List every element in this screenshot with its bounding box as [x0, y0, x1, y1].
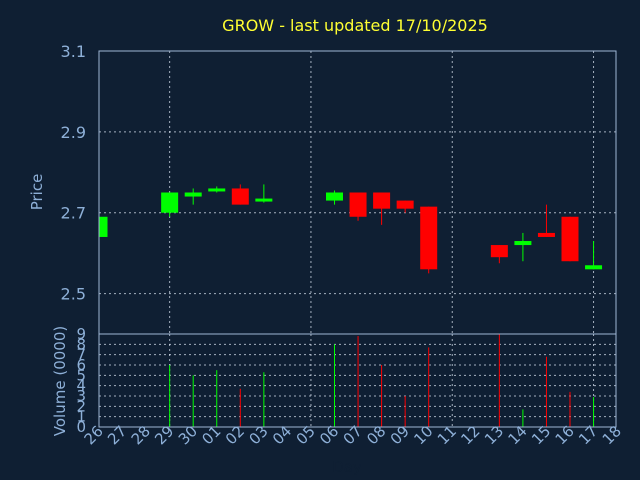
- x-tick-label: 18: [599, 422, 625, 448]
- x-tick-label: 03: [245, 422, 271, 448]
- x-tick-label: 12: [457, 422, 483, 448]
- x-tick-label: 14: [504, 422, 530, 448]
- volume-bars: [169, 334, 595, 427]
- candle-body: [585, 265, 603, 270]
- volume-tick-label: 5: [76, 366, 86, 384]
- volume-tick-label: 6: [76, 356, 86, 374]
- x-tick-label: 01: [198, 422, 224, 448]
- x-tick-label: 02: [222, 422, 248, 448]
- volume-tick-label: 0: [76, 418, 86, 436]
- candle-body: [349, 192, 367, 217]
- x-axis-label: Day: [332, 458, 362, 476]
- x-tick-label: 27: [104, 422, 130, 448]
- volume-tick-label: 4: [76, 377, 86, 395]
- candle-body: [420, 206, 438, 270]
- volume-grid: [99, 334, 616, 427]
- candle-body: [490, 245, 508, 258]
- x-tick-label: 30: [175, 422, 201, 448]
- candle-body: [208, 188, 226, 192]
- volume-tick-label: 7: [76, 346, 86, 364]
- x-tick-label: 09: [387, 422, 413, 448]
- candle-body: [231, 188, 249, 205]
- x-tick-labels: 2627282930010203040506070809101112131415…: [81, 422, 625, 448]
- candle-body: [255, 198, 273, 202]
- x-tick-label: 07: [340, 422, 366, 448]
- x-tick-label: 13: [481, 422, 507, 448]
- candle-body: [99, 216, 108, 237]
- candle-body: [514, 241, 532, 246]
- candle-body: [537, 232, 555, 237]
- chart-title: GROW - last updated 17/10/2025: [222, 16, 488, 35]
- x-tick-label: 15: [528, 422, 554, 448]
- volume-tick-label: 2: [76, 397, 86, 415]
- price-axis-label: Price: [28, 174, 46, 211]
- price-tick-labels: 2.5 2.7 2.9 3.1: [61, 42, 86, 304]
- volume-tick-label: 9: [76, 325, 86, 343]
- x-tick-label: 29: [151, 422, 177, 448]
- x-tick-label: 05: [293, 422, 319, 448]
- volume-tick-label: 1: [76, 408, 86, 426]
- price-tick-label: 2.5: [61, 285, 86, 304]
- x-tick-label: 08: [363, 422, 389, 448]
- x-tick-label: 11: [434, 422, 460, 448]
- x-tick-label: 10: [410, 422, 436, 448]
- candle-body: [161, 192, 179, 213]
- candle-body: [373, 192, 391, 209]
- volume-tick-label: 8: [76, 335, 86, 353]
- price-tick-label: 2.9: [61, 123, 86, 142]
- candle-body: [326, 192, 343, 201]
- candles: [98, 184, 603, 274]
- candle-body: [396, 200, 414, 209]
- candle-body: [184, 192, 202, 197]
- candle-body: [561, 216, 579, 262]
- x-tick-label: 16: [552, 422, 578, 448]
- volume-tick-label: 3: [76, 387, 86, 405]
- x-tick-label: 04: [269, 422, 295, 448]
- price-tick-label: 2.7: [61, 204, 86, 223]
- volume-panel-frame: [98, 333, 617, 428]
- x-tick-label: 28: [128, 422, 154, 448]
- price-tick-label: 3.1: [61, 42, 86, 61]
- volume-axis-label: Volume (0000): [51, 326, 69, 436]
- x-tick-label: 06: [316, 422, 342, 448]
- x-tick-label: 17: [575, 422, 601, 448]
